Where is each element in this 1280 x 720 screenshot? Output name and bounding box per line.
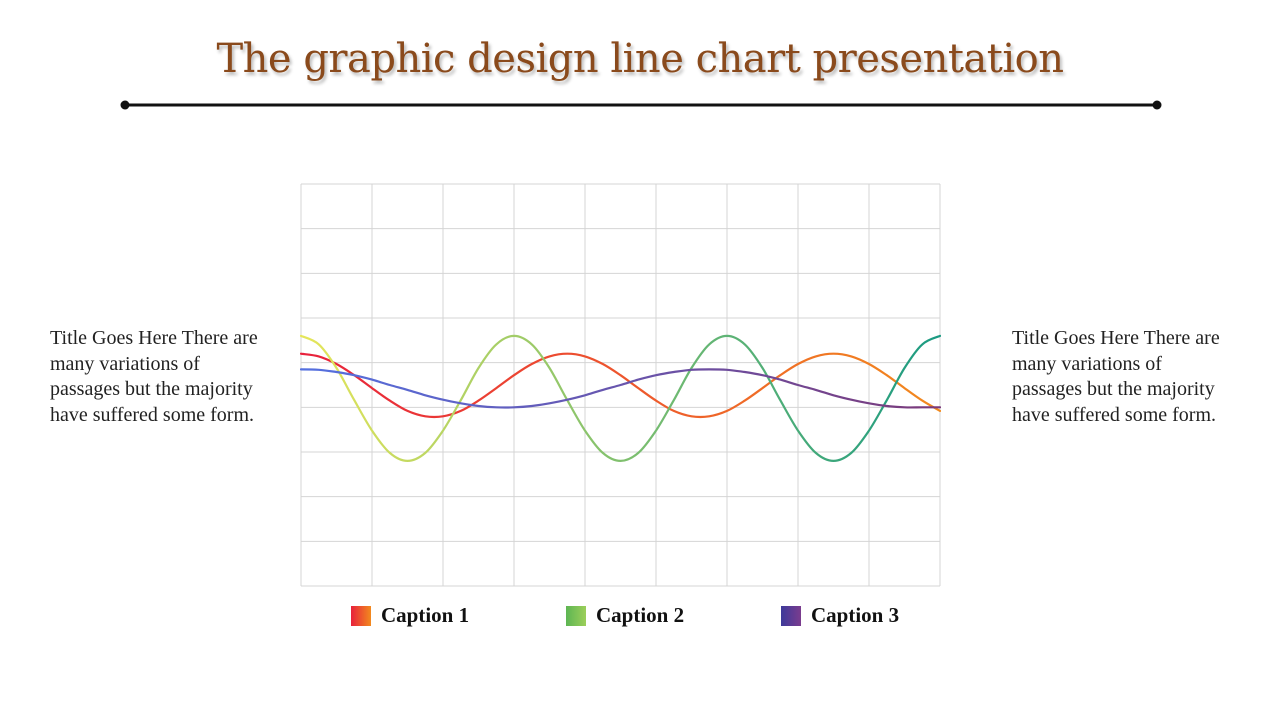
series-line-caption-3: [300, 368, 941, 409]
right-description: Title Goes Here There are many variation…: [1012, 327, 1220, 426]
series-line-caption-1: [300, 352, 941, 419]
series-line-caption-2: [300, 334, 941, 463]
line-chart: [300, 183, 941, 587]
legend-item-caption-2: Caption 2: [566, 603, 684, 628]
slide-title: The graphic design line chart presentati…: [216, 36, 1064, 82]
legend-label-caption-3: Caption 3: [811, 603, 900, 627]
legend-item-caption-1: Caption 1: [351, 603, 469, 628]
left-description: Title Goes Here There are many variation…: [50, 327, 258, 426]
legend-swatch-caption-1: [351, 605, 371, 626]
legend-item-caption-3: Caption 3: [781, 603, 899, 628]
legend-label-caption-1: Caption 1: [381, 603, 470, 627]
chart-grid: [300, 183, 941, 587]
legend-label-caption-2: Caption 2: [596, 603, 685, 627]
chart-lines: [300, 334, 941, 463]
divider-right-dot: [1152, 100, 1162, 110]
legend-swatch-caption-3: [781, 605, 801, 626]
chart-legend: Caption 1 Caption 2 Caption 3: [0, 603, 1280, 631]
divider-left-dot: [120, 100, 130, 110]
legend-swatch-caption-2: [566, 605, 586, 626]
title-divider: [120, 100, 1162, 110]
